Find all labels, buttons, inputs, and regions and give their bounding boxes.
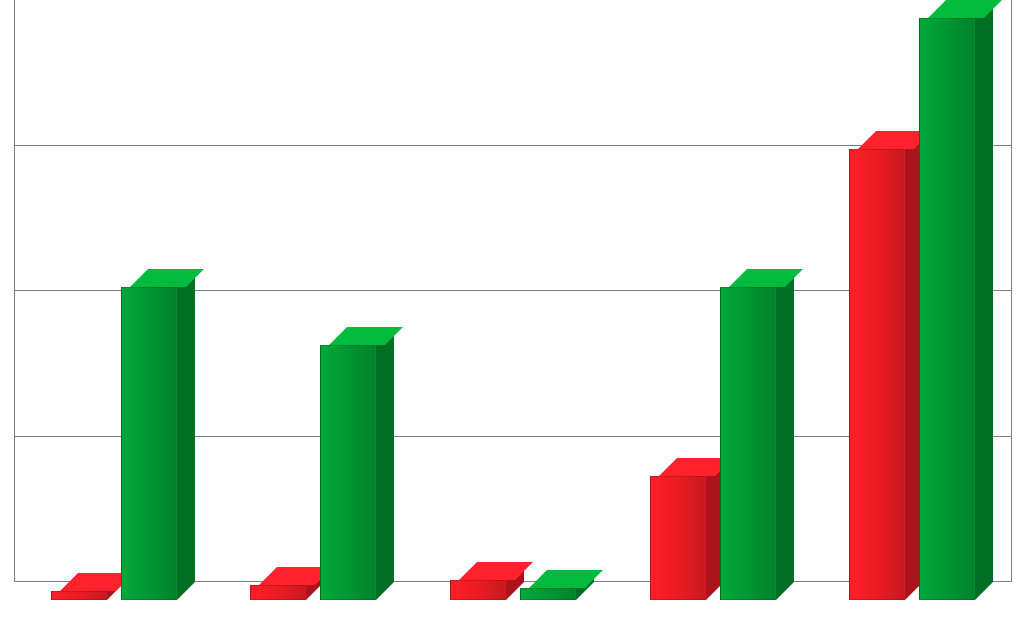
bar-front <box>450 580 506 600</box>
y-axis-line-left <box>14 0 15 618</box>
bar-front <box>720 287 776 600</box>
bar-chart <box>0 0 1024 618</box>
bar <box>450 580 506 600</box>
bar-front <box>250 585 306 600</box>
bar-front <box>650 476 706 600</box>
bar-side <box>975 0 993 600</box>
bar-front <box>520 588 576 600</box>
bar <box>849 149 905 600</box>
bar <box>919 18 975 600</box>
bar <box>650 476 706 600</box>
bar <box>250 585 306 600</box>
bar-front <box>919 18 975 600</box>
bar <box>51 591 107 600</box>
bar <box>520 588 576 600</box>
bar-front <box>320 345 376 600</box>
bar-front <box>121 287 177 600</box>
bar-top <box>529 570 603 588</box>
bar <box>121 287 177 600</box>
y-axis-line-right <box>1011 0 1012 618</box>
bar <box>720 287 776 600</box>
bar-front <box>849 149 905 600</box>
bar-side <box>177 269 195 600</box>
bar-side <box>776 269 794 600</box>
bar-front <box>51 591 107 600</box>
bar <box>320 345 376 600</box>
bar-side <box>376 327 394 600</box>
